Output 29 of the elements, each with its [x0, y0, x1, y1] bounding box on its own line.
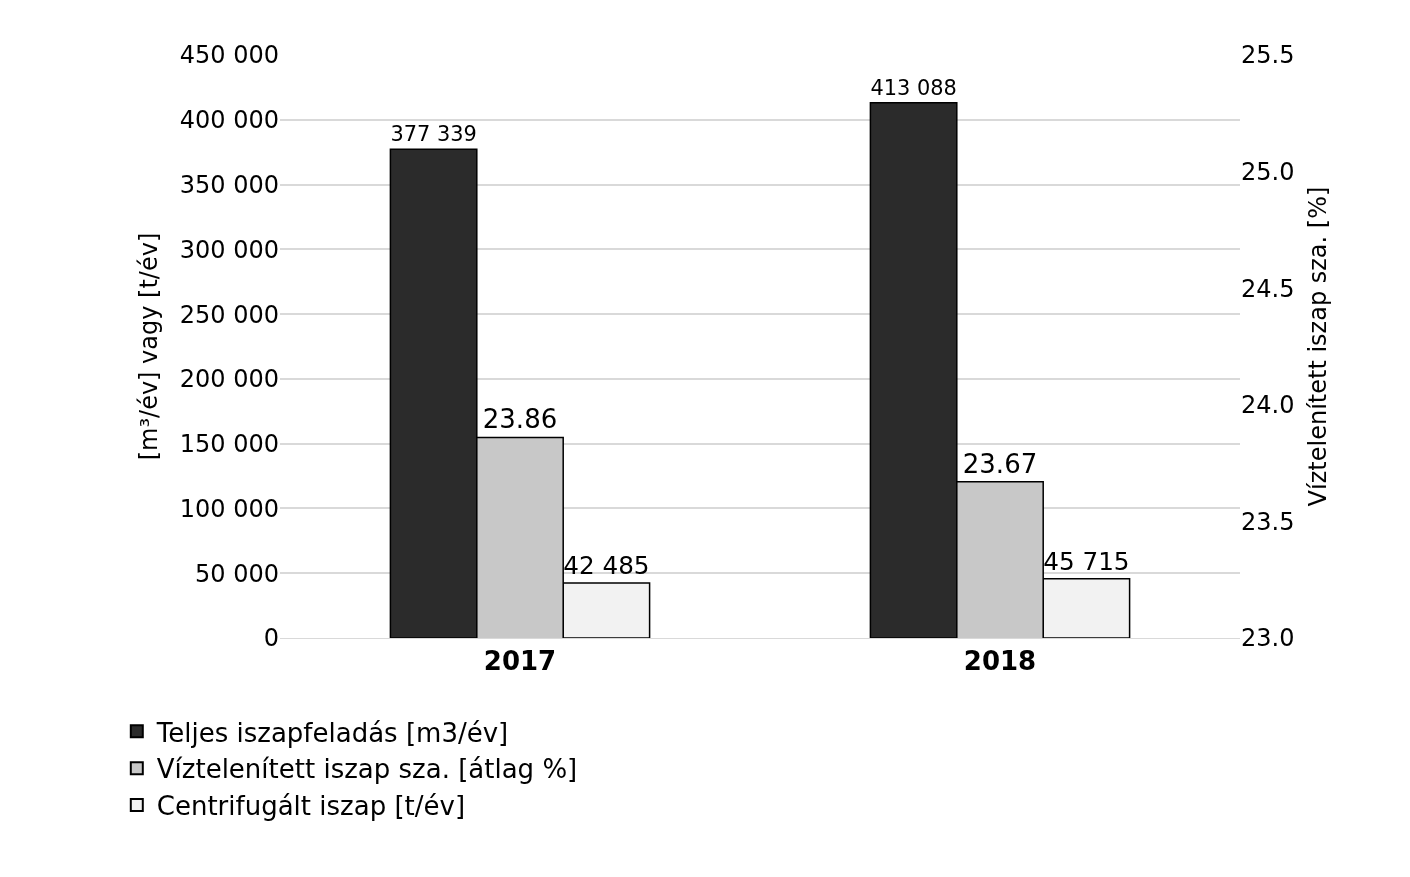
- y-axis-title: [m³/év] vagy [t/év]: [134, 232, 163, 461]
- y-tick-label: 0: [263, 624, 279, 653]
- y-tick-label: 350 000: [179, 170, 279, 199]
- y2-tick-label: 24.0: [1241, 391, 1295, 420]
- y2-tick-label: 23.0: [1241, 624, 1295, 653]
- x-tick-label: 2018: [963, 646, 1037, 677]
- y-tick-label: 300 000: [179, 235, 279, 264]
- data-label: 23.67: [962, 448, 1038, 479]
- data-label: 413 088: [870, 76, 957, 100]
- y-tick-label: 150 000: [179, 430, 279, 459]
- y-tick-label: 400 000: [179, 106, 279, 135]
- y-tick-label: 50 000: [195, 559, 279, 588]
- legend-label: Teljes iszapfeladás [m3/év]: [155, 717, 509, 748]
- data-label: 23.86: [482, 404, 558, 435]
- y-tick-label: 450 000: [179, 41, 279, 70]
- legend-label: Centrifugált iszap [t/év]: [156, 791, 466, 822]
- data-label: 42 485: [563, 551, 650, 581]
- y2-axis-title: Víztelenített iszap sza. [%]: [1303, 186, 1332, 507]
- data-label: 45 715: [1043, 547, 1130, 577]
- x-tick-label: 2017: [483, 646, 557, 677]
- y-tick-label: 200 000: [179, 365, 279, 394]
- y2-tick-label: 23.5: [1241, 507, 1295, 536]
- legend-label: Víztelenített iszap sza. [átlag %]: [156, 754, 578, 785]
- y2-tick-label: 25.0: [1241, 158, 1295, 186]
- y2-tick-label: 25.5: [1241, 41, 1295, 70]
- y2-tick-label: 24.5: [1241, 274, 1295, 303]
- data-label: 377 339: [390, 122, 477, 147]
- y-tick-label: 250 000: [179, 300, 279, 329]
- y-tick-label: 100 000: [179, 494, 279, 523]
